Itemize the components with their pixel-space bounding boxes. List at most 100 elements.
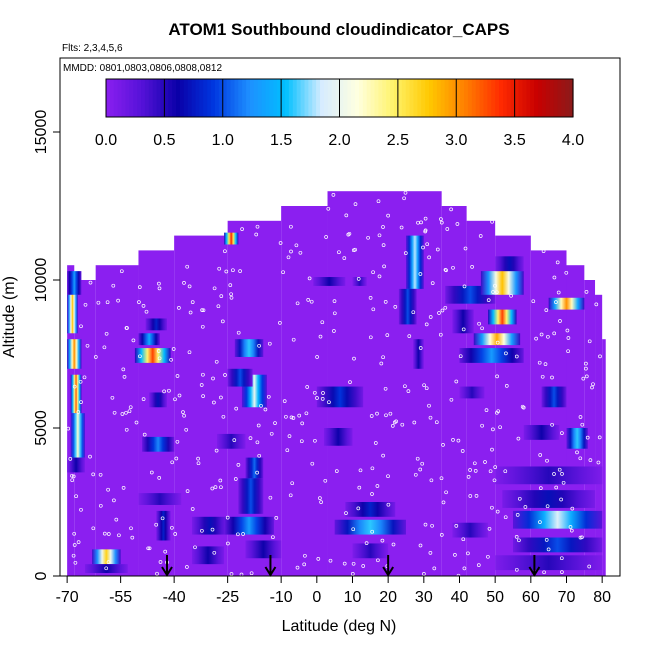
colorbar-segment (467, 79, 473, 117)
sample-point (122, 375, 127, 379)
sample-point (255, 224, 260, 229)
sample-point (332, 311, 337, 316)
colorbar-segment (183, 79, 189, 117)
sample-point (131, 338, 136, 343)
sample-point (379, 361, 384, 366)
colorbar-segment (234, 79, 239, 117)
sample-point (82, 375, 87, 380)
sample-point (490, 219, 494, 224)
colorbar-segment (331, 79, 337, 117)
sample-point (79, 400, 83, 404)
x-tick-label: 80 (593, 589, 611, 606)
colorbar-segment (218, 79, 224, 117)
colorbar-segment (362, 79, 368, 117)
colorbar-segment (502, 79, 508, 117)
sample-point (98, 472, 103, 477)
colorbar-segment (168, 79, 173, 117)
sample-point (289, 224, 293, 229)
sample-point (449, 207, 453, 212)
sample-point (88, 454, 92, 459)
sample-point (543, 362, 548, 366)
sample-point (515, 513, 520, 517)
colorbar-segment (569, 79, 574, 117)
sample-point (71, 553, 76, 558)
sample-point (236, 330, 241, 335)
cells-layer (67, 232, 603, 574)
sample-point (70, 473, 74, 478)
sample-point (441, 443, 445, 447)
sample-point (331, 193, 336, 197)
colorbar-ticks: 0.0 0.5 1.0 1.5 2.0 2.5 3.0 3.5 4.0 (95, 79, 584, 149)
sample-point (422, 572, 426, 576)
sample-point (106, 487, 110, 492)
sample-point (223, 249, 227, 254)
sample-point (407, 334, 412, 338)
sample-point (141, 397, 146, 401)
sample-point (285, 448, 290, 453)
sample-point (568, 525, 573, 529)
cloud-cell (480, 271, 524, 295)
colorbar-segment (191, 79, 197, 117)
sample-point (356, 506, 361, 511)
sample-point (124, 410, 128, 415)
colorbar-tick-label: 3.5 (504, 132, 526, 149)
sample-point (173, 532, 178, 536)
sample-point (545, 504, 550, 509)
sample-point (587, 339, 592, 344)
sample-point (268, 495, 273, 500)
arrow-marker (382, 555, 395, 577)
colorbar-segment (464, 79, 469, 117)
colorbar-segment (137, 79, 142, 117)
sample-point (369, 414, 374, 418)
sample-point (531, 299, 536, 304)
sample-point (73, 560, 78, 565)
sample-point (421, 245, 425, 250)
latitude-arrows (161, 555, 541, 577)
sample-point (117, 533, 121, 538)
sample-point (386, 474, 390, 479)
sample-point (177, 393, 182, 398)
sample-point (185, 264, 190, 269)
sample-point (517, 538, 521, 543)
sample-point (104, 566, 109, 571)
colorbar-segment (199, 79, 204, 117)
colorbar-segment (288, 79, 294, 117)
sample-point (200, 528, 204, 533)
sample-point (449, 397, 454, 402)
sample-point (351, 527, 356, 532)
cloud-cell (245, 457, 264, 479)
sample-point (228, 283, 233, 287)
sample-point (72, 531, 77, 536)
sample-point (517, 496, 522, 501)
sample-point (490, 447, 494, 452)
sample-point (496, 409, 501, 414)
sample-point (516, 436, 521, 441)
colorbar-segment (448, 79, 453, 117)
colorbar-segment (514, 79, 520, 117)
sample-point (175, 439, 180, 444)
sample-point (111, 283, 116, 288)
colorbar-segment (405, 79, 411, 117)
sample-point (538, 453, 543, 457)
colorbar-segment (164, 79, 169, 117)
sample-point (403, 251, 408, 255)
coverage-column (595, 294, 603, 576)
cloud-cell (488, 309, 517, 325)
colorbar-segment (323, 79, 329, 117)
colorbar-segment (397, 79, 403, 117)
sample-point (255, 470, 259, 475)
sample-point (214, 359, 219, 364)
sample-point (196, 461, 201, 466)
sample-point (461, 537, 466, 542)
sample-point (430, 523, 434, 528)
sample-point (383, 386, 388, 391)
sample-point (460, 449, 465, 453)
colorbar-segment (378, 79, 383, 117)
sample-point (439, 217, 443, 221)
arrow-marker (161, 555, 173, 577)
sample-point (120, 412, 125, 416)
sample-point (468, 468, 472, 472)
sample-point (259, 403, 263, 408)
colorbar-segment (339, 79, 344, 117)
cloud-cell (92, 549, 121, 565)
